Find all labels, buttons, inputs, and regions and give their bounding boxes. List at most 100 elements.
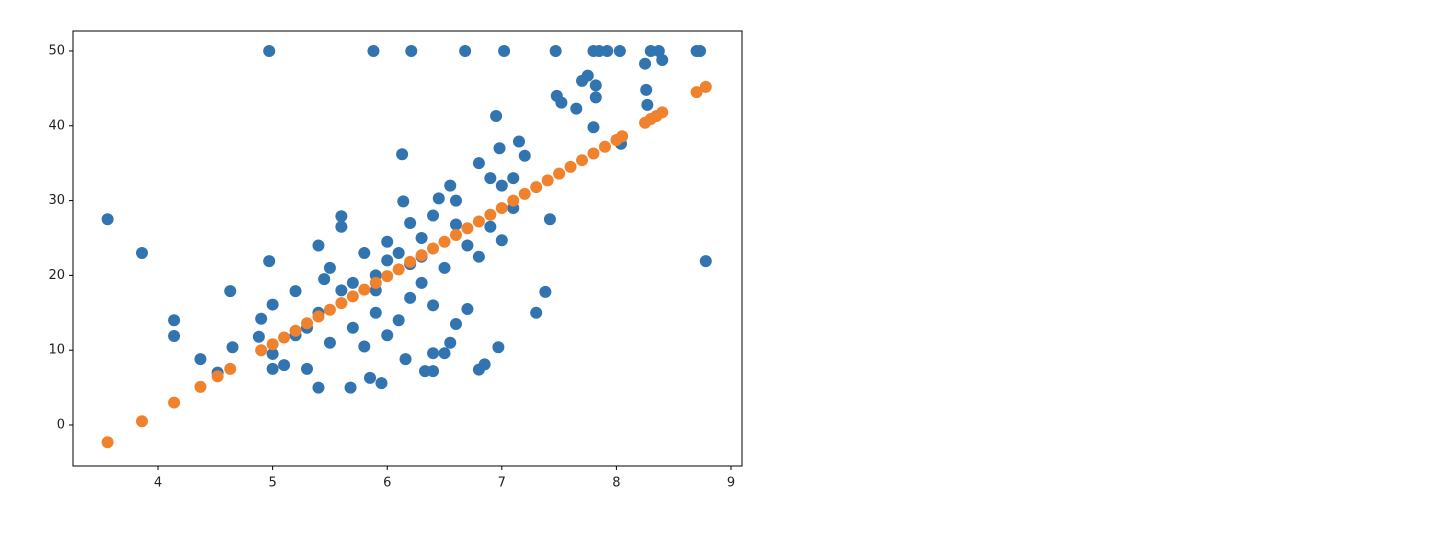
point	[640, 83, 653, 96]
point	[135, 246, 148, 259]
point	[278, 359, 291, 372]
point	[581, 69, 594, 82]
point	[344, 381, 357, 394]
point	[364, 371, 377, 384]
point	[690, 86, 703, 99]
point	[543, 213, 556, 226]
point	[381, 270, 394, 283]
point	[397, 195, 410, 208]
point	[549, 44, 562, 57]
point	[495, 234, 508, 247]
point	[375, 377, 388, 390]
point	[168, 396, 181, 409]
point	[587, 121, 600, 134]
point	[135, 415, 148, 428]
point	[381, 235, 394, 248]
point	[495, 202, 508, 215]
point	[392, 263, 405, 276]
point	[101, 436, 114, 449]
point	[404, 291, 417, 304]
point	[449, 228, 462, 241]
point	[266, 298, 279, 311]
point	[444, 179, 457, 192]
point	[438, 235, 451, 248]
point	[478, 358, 491, 371]
point	[444, 336, 457, 349]
point	[493, 142, 506, 155]
point	[694, 44, 707, 57]
point	[358, 340, 371, 353]
point	[358, 246, 371, 259]
point	[415, 276, 428, 289]
point	[335, 284, 348, 297]
point	[323, 261, 336, 274]
point	[616, 130, 629, 143]
y-tick-label: 10	[48, 343, 65, 358]
point	[405, 44, 418, 57]
point	[459, 44, 472, 57]
point	[427, 347, 440, 360]
point	[346, 290, 359, 303]
point	[530, 181, 543, 194]
point	[570, 102, 583, 115]
point	[461, 222, 474, 235]
y-tick-label: 40	[48, 118, 65, 133]
point	[427, 242, 440, 255]
point	[323, 336, 336, 349]
point	[484, 172, 497, 185]
point	[346, 321, 359, 334]
y-tick-label: 20	[48, 268, 65, 283]
point	[289, 324, 302, 337]
point	[449, 194, 462, 207]
point	[396, 148, 409, 161]
point	[564, 160, 577, 173]
point	[278, 331, 291, 344]
point	[518, 149, 531, 162]
point	[358, 283, 371, 296]
point	[553, 167, 566, 180]
point	[369, 306, 382, 319]
point	[641, 98, 654, 111]
point	[438, 347, 451, 360]
point	[639, 57, 652, 70]
point	[266, 338, 279, 351]
point	[312, 381, 325, 394]
point	[381, 329, 394, 342]
point	[194, 380, 207, 393]
point	[613, 44, 626, 57]
point	[438, 261, 451, 274]
point	[656, 106, 669, 119]
y-tick-label: 50	[48, 43, 65, 58]
point	[369, 276, 382, 289]
point	[576, 154, 589, 167]
point	[289, 285, 302, 298]
point	[255, 344, 268, 357]
point	[399, 353, 412, 366]
point	[266, 362, 279, 375]
point	[461, 303, 474, 316]
point	[601, 44, 614, 57]
point	[495, 179, 508, 192]
point	[224, 285, 237, 298]
point	[301, 362, 314, 375]
point	[301, 317, 314, 330]
point	[194, 353, 207, 366]
point	[555, 96, 568, 109]
point	[589, 79, 602, 92]
point	[312, 239, 325, 252]
point	[427, 209, 440, 222]
point	[587, 147, 600, 160]
point	[518, 187, 531, 200]
point	[226, 341, 239, 354]
point	[472, 215, 485, 228]
point	[449, 318, 462, 331]
point	[101, 213, 114, 226]
point	[490, 110, 503, 123]
point	[168, 314, 181, 327]
point	[449, 218, 462, 231]
point	[484, 220, 497, 233]
x-tick-label: 4	[154, 476, 162, 491]
x-tick-label: 5	[268, 476, 276, 491]
